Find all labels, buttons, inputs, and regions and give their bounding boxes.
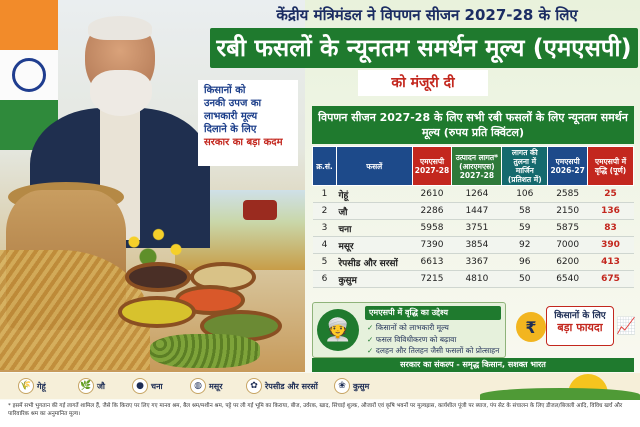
table-cell: 3751 <box>451 219 502 237</box>
col-serial: क्र.सं. <box>312 146 337 186</box>
objective-title: एमएसपी में वृद्धि का उद्देश्य <box>365 306 501 320</box>
benefit-box: ₹ किसानों के लिए बड़ा फायदा 📈 <box>510 302 636 358</box>
gram-icon: ● <box>132 378 148 394</box>
crop-mustard: ✿ रेपसीड और सरसों <box>246 377 318 395</box>
table-cell: 5958 <box>412 219 452 237</box>
crop-lentil: ◍ मसूर <box>190 377 222 395</box>
table-cell: 7000 <box>547 236 588 254</box>
crop-wheat: 🌾 गेहूं <box>18 377 46 395</box>
table-cell: 1264 <box>451 185 502 203</box>
col-msp-2027: एमएसपी 2027-28 <box>411 146 453 186</box>
objective-list: किसानों को लाभकारी मूल्य फसल विविधीकरण क… <box>367 322 499 357</box>
table-cell: 3 <box>312 219 337 237</box>
table-cell: 6613 <box>412 253 452 271</box>
objective-item: किसानों को लाभकारी मूल्य <box>367 322 499 334</box>
table-cell: 5875 <box>547 219 588 237</box>
lentil-icon: ◍ <box>190 378 206 394</box>
safflower-icon: ❀ <box>334 378 350 394</box>
col-cost: उत्पादन लागत* (आरएमएस) 2027-28 <box>451 146 503 186</box>
bowl-seeds <box>125 262 191 292</box>
rupee-icon: ₹ <box>516 312 546 342</box>
table-cell: रेपसीड और सरसों <box>336 253 413 271</box>
table-cell: 83 <box>587 219 634 237</box>
headline-banner: रबी फसलों के न्यूनतम समर्थन मूल्य (एमएसप… <box>210 28 638 68</box>
table-header-row: क्र.सं. फसलें एमएसपी 2027-28 उत्पादन लाग… <box>312 146 634 186</box>
table-cell: 1447 <box>451 202 502 220</box>
table-cell: 6200 <box>547 253 588 271</box>
table-cell: 92 <box>501 236 548 254</box>
table-cell: 58 <box>501 202 548 220</box>
table-cell: 4 <box>312 236 337 254</box>
table-row: 3 चना 5958 3751 59 5875 83 <box>312 219 634 237</box>
col-msp-2026: एमएसपी 2026-27 <box>547 146 589 186</box>
table-cell: 5 <box>312 253 337 271</box>
motto-banner: सरकार का संकल्प - समृद्ध किसान, सशक्त भा… <box>312 358 634 372</box>
mustard-icon: ✿ <box>246 378 262 394</box>
table-cell: 2150 <box>547 202 588 220</box>
green-hills <box>480 388 640 402</box>
table-cell: 2286 <box>412 202 452 220</box>
table-cell: 2 <box>312 202 337 220</box>
msp-table: क्र.सं. फसलें एमएसपी 2027-28 उत्पादन लाग… <box>312 146 634 288</box>
headline-line3: को मंजूरी दी <box>358 70 488 96</box>
table-title: विपणन सीजन 2027-28 के लिए सभी रबी फसलों … <box>312 106 634 144</box>
table-cell: 3367 <box>451 253 502 271</box>
table-row: 6 कुसुम 7215 4810 50 6540 675 <box>312 270 634 288</box>
table-cell: 2585 <box>547 185 588 203</box>
table-cell: 50 <box>501 270 548 288</box>
col-crop: फसलें <box>335 146 413 186</box>
table-cell: 6540 <box>547 270 588 288</box>
col-margin: लागत की तुलना में मार्जिन (प्रतिशत में) <box>501 146 549 186</box>
table-cell: जौ <box>336 202 413 220</box>
pea-pods <box>150 334 260 368</box>
footnote: * इसमें सभी भुगतान की गई लागतें शामिल है… <box>0 400 640 427</box>
objective-item: फसल विविधीकरण को बढ़ावा <box>367 334 499 346</box>
benefit-label: किसानों के लिए बड़ा फायदा <box>546 306 614 346</box>
bowl-mustard <box>118 296 196 328</box>
table-row: 1 गेहूं 2610 1264 106 2585 25 <box>312 185 634 203</box>
objective-box: 👳 एमएसपी में वृद्धि का उद्देश्य किसानों … <box>312 302 506 358</box>
crop-safflower: ❀ कुसुम <box>334 377 369 395</box>
table-cell: 1 <box>312 185 337 203</box>
objective-item: दलहन और तिलहन जैसी फसलों को प्रोत्साहन <box>367 345 499 357</box>
table-cell: गेहूं <box>336 185 413 203</box>
crop-gram: ● चना <box>132 377 163 395</box>
table-row: 5 रेपसीड और सरसों 6613 3367 96 6200 413 <box>312 253 634 271</box>
table-cell: मसूर <box>336 236 413 254</box>
tractor-icon <box>243 200 277 220</box>
growth-chart-icon: 📈 <box>616 316 636 335</box>
table-cell: 390 <box>587 236 634 254</box>
table-cell: कुसुम <box>336 270 413 288</box>
table-cell: 413 <box>587 253 634 271</box>
barley-icon: 🌿 <box>78 378 94 394</box>
table-cell: 2610 <box>412 185 452 203</box>
headline-line1: केंद्रीय मंत्रिमंडल ने विपणन सीजन 2027-2… <box>276 6 578 24</box>
table-cell: चना <box>336 219 413 237</box>
table-cell: 4810 <box>451 270 502 288</box>
table-cell: 59 <box>501 219 548 237</box>
table-cell: 96 <box>501 253 548 271</box>
farmer-icon: 👳 <box>317 309 359 351</box>
table-cell: 7390 <box>412 236 452 254</box>
table-cell: 675 <box>587 270 634 288</box>
table-cell: 25 <box>587 185 634 203</box>
crop-barley: 🌿 जौ <box>78 377 105 395</box>
table-row: 2 जौ 2286 1447 58 2150 136 <box>312 202 634 220</box>
left-callout: किसानों को उनकी उपज का लाभकारी मूल्य दिल… <box>198 80 298 166</box>
table-cell: 106 <box>501 185 548 203</box>
table-cell: 7215 <box>412 270 452 288</box>
table-cell: 3854 <box>451 236 502 254</box>
wheat-icon: 🌾 <box>18 378 34 394</box>
table-cell: 6 <box>312 270 337 288</box>
table-cell: 136 <box>587 202 634 220</box>
table-row: 4 मसूर 7390 3854 92 7000 390 <box>312 236 634 254</box>
col-increase: एमएसपी में वृद्धि (पूर्ण) <box>587 146 634 186</box>
